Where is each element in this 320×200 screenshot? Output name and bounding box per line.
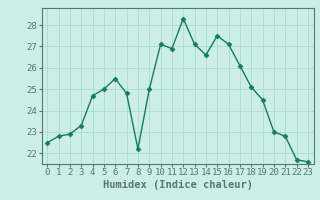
X-axis label: Humidex (Indice chaleur): Humidex (Indice chaleur)	[103, 180, 252, 190]
